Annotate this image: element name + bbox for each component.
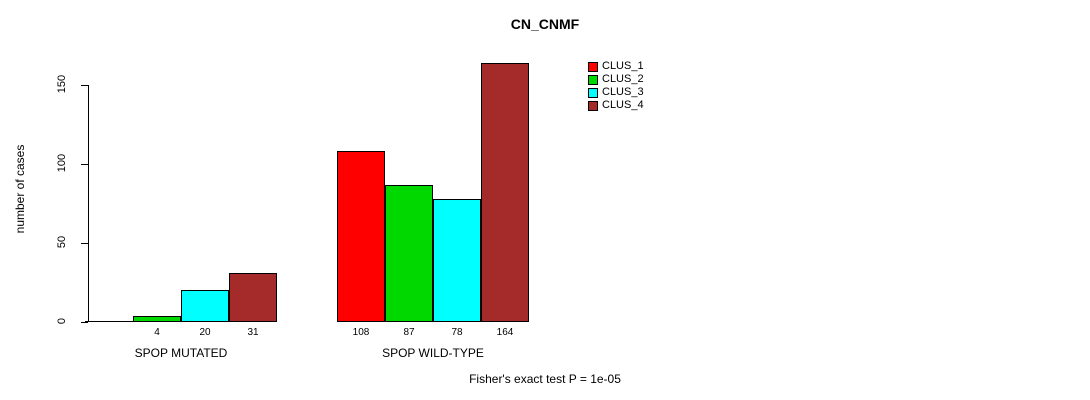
y-tick-mark [81,243,88,244]
chart-title: CN_CNMF [510,16,580,32]
y-tick-label: 100 [56,153,68,173]
legend-label-CLUS_1: CLUS_1 [602,60,644,72]
bar-value-label: 108 [352,327,370,338]
bar-CLUS_3 [433,199,481,322]
y-tick-label: 50 [56,235,68,249]
legend-swatch-CLUS_3 [588,88,598,98]
bar-value-label: 4 [154,327,160,338]
y-tick-label: 0 [56,317,68,325]
y-tick-label: 150 [56,74,68,94]
bar-value-label: 164 [496,327,514,338]
bar-CLUS_4 [229,273,277,322]
y-axis-line [88,85,89,322]
legend-swatch-CLUS_1 [588,62,598,72]
legend-label-CLUS_4: CLUS_4 [602,99,644,111]
bar-CLUS_1 [85,321,133,322]
bar-value-label: 31 [247,327,259,338]
bar-CLUS_2 [133,316,181,322]
bar-CLUS_1 [337,151,385,322]
bar-CLUS_4 [481,63,529,322]
bar-CLUS_2 [385,185,433,322]
stats-annotation: Fisher's exact test P = 1e-05 [469,372,621,386]
bar-value-label: 78 [451,327,463,338]
x-category-label: SPOP MUTATED [134,346,228,360]
bar-value-label: 20 [199,327,211,338]
legend-label-CLUS_2: CLUS_2 [602,73,644,85]
legend-swatch-CLUS_2 [588,75,598,85]
y-tick-mark [81,322,88,323]
bar-CLUS_3 [181,290,229,322]
y-tick-mark [81,164,88,165]
legend-label-CLUS_3: CLUS_3 [602,86,644,98]
y-tick-mark [81,85,88,86]
bar-value-label: 87 [403,327,415,338]
legend-swatch-CLUS_4 [588,101,598,111]
x-category-label: SPOP WILD-TYPE [382,346,484,360]
